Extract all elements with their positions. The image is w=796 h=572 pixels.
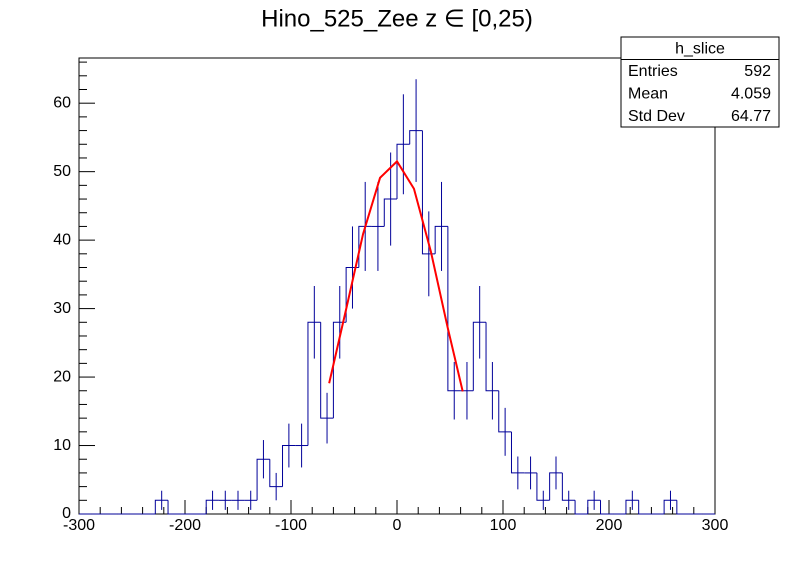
histogram-bar (625, 499, 639, 514)
histogram-bar (409, 130, 423, 145)
stats-value: 592 (744, 63, 771, 80)
stats-label: Mean (628, 85, 668, 102)
histogram-bar (472, 321, 487, 391)
histogram-bar (663, 499, 677, 514)
histogram-bar (269, 459, 283, 488)
histogram-bar (332, 321, 347, 419)
histogram-bar (561, 472, 576, 501)
x-tick-label: 200 (596, 517, 623, 534)
y-tick-label: 40 (53, 231, 71, 248)
stats-label: Entries (628, 63, 678, 80)
x-tick-label: -100 (275, 517, 307, 534)
stats-box (620, 36, 780, 128)
x-tick-label: 0 (393, 517, 402, 534)
stats-value: 64.77 (731, 108, 771, 125)
y-tick-label: 0 (62, 505, 71, 522)
histogram-bar (396, 143, 410, 200)
y-tick-label: 30 (53, 300, 71, 317)
histogram-bar (320, 322, 334, 419)
histogram-bar (485, 322, 499, 392)
y-tick-label: 60 (53, 94, 71, 111)
y-tick-label: 20 (53, 368, 71, 385)
y-tick-label: 50 (53, 163, 71, 180)
histogram-bar (638, 500, 652, 515)
histogram-bar (600, 500, 614, 515)
histogram-bar (498, 390, 512, 433)
x-tick-label: -200 (169, 517, 201, 534)
histogram-bar (383, 198, 397, 227)
stats-label: Std Dev (628, 108, 685, 125)
histogram-bar (205, 499, 219, 514)
histogram-bar (587, 499, 601, 514)
histogram-bar (447, 226, 461, 392)
x-tick-label: -300 (63, 517, 95, 534)
stats-value: 4.059 (731, 85, 771, 102)
histogram-bar (256, 458, 270, 501)
fit-curve (328, 159, 464, 392)
stats-title: h_slice (675, 40, 725, 57)
histogram-bar (307, 321, 321, 446)
x-tick-label: 300 (702, 517, 729, 534)
x-tick-label: 100 (490, 517, 517, 534)
histogram-bar (510, 431, 525, 474)
histogram-bar (574, 500, 588, 515)
histogram-bar (434, 225, 448, 254)
histogram-bar (282, 445, 296, 487)
y-tick-label: 10 (53, 437, 71, 454)
histogram-bar (549, 472, 563, 501)
chart-title: Hino_525_Zee z ∈ [0,25) (261, 5, 533, 32)
histogram-bar (536, 472, 550, 501)
histogram-bar (167, 500, 181, 515)
histogram-bar (154, 499, 169, 514)
histogram-bar (676, 500, 690, 515)
